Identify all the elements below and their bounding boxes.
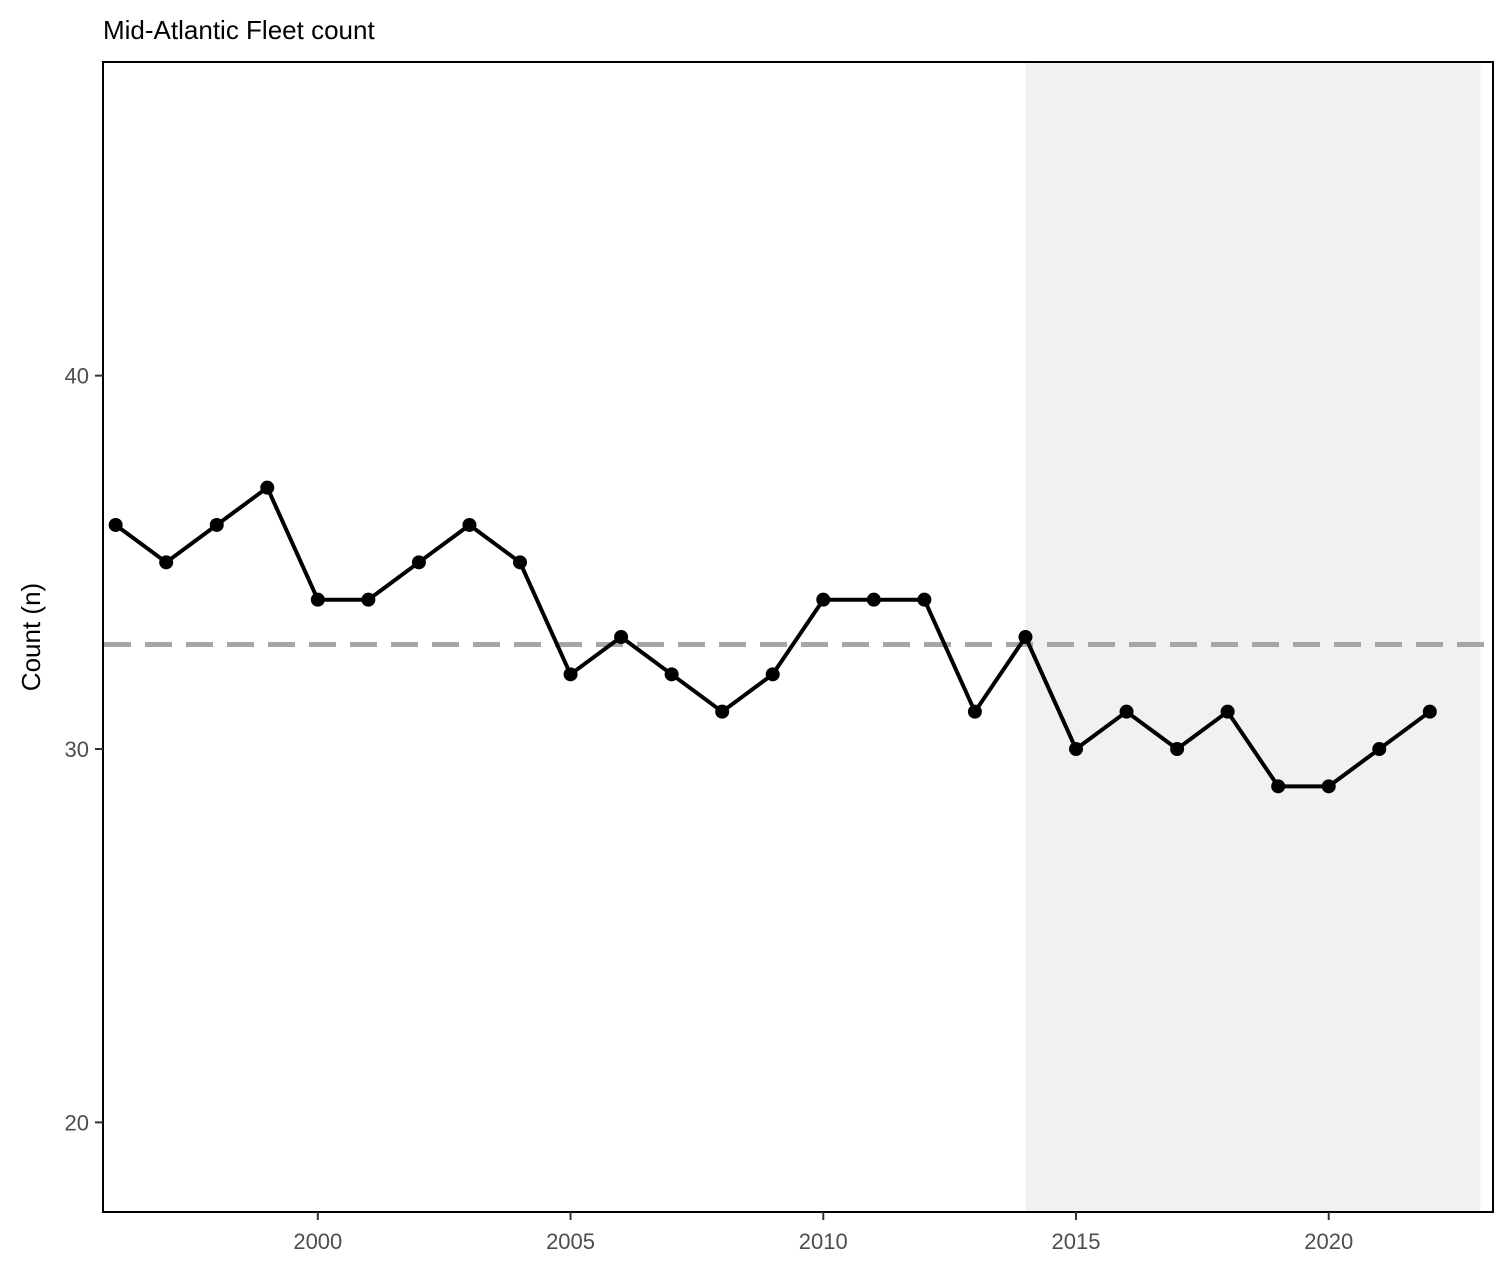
data-point	[765, 667, 780, 682]
data-point	[108, 517, 123, 532]
data-point	[260, 480, 275, 495]
data-point	[1372, 742, 1387, 757]
data-point	[1271, 779, 1286, 794]
data-point	[1069, 742, 1083, 757]
data-point	[866, 592, 881, 607]
x-tick-label: 2010	[799, 1229, 848, 1254]
data-point	[715, 704, 730, 719]
data-point	[1018, 630, 1033, 644]
data-point	[361, 592, 376, 607]
data-point	[310, 592, 325, 607]
data-point	[1321, 779, 1336, 794]
data-point	[1422, 704, 1437, 719]
y-tick-label: 40	[65, 364, 89, 389]
plot-panel	[102, 61, 1494, 1213]
y-axis-title: Count (n)	[16, 583, 46, 691]
data-point	[1220, 704, 1235, 719]
data-point	[513, 555, 527, 570]
data-point	[1119, 704, 1134, 719]
data-point	[1170, 742, 1185, 757]
data-point	[917, 592, 932, 607]
data-point	[159, 555, 174, 570]
chart-title: Mid-Atlantic Fleet count	[103, 15, 375, 45]
y-tick-label: 30	[65, 737, 89, 762]
x-tick-label: 2005	[546, 1229, 595, 1254]
x-tick-label: 2000	[293, 1229, 342, 1254]
panel-border	[102, 61, 1494, 1213]
data-point	[614, 630, 629, 644]
data-point	[209, 517, 224, 532]
data-point	[563, 667, 578, 682]
data-point	[816, 592, 831, 607]
data-point	[462, 517, 477, 532]
data-point	[411, 555, 426, 570]
data-point	[967, 704, 982, 719]
x-tick-label: 2020	[1304, 1229, 1353, 1254]
y-tick-label: 20	[65, 1110, 89, 1135]
shaded-region	[1025, 63, 1481, 1211]
y-axis: 20 30 40	[65, 364, 103, 1135]
data-point	[664, 667, 679, 682]
x-axis: 2000 2005 2010 2015 2020	[293, 1212, 1353, 1254]
series-layer	[108, 480, 1437, 794]
x-tick-label: 2015	[1052, 1229, 1101, 1254]
